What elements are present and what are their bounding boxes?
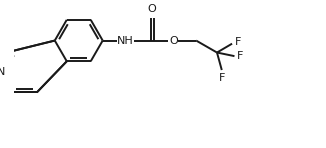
Text: O: O xyxy=(148,4,156,14)
Text: F: F xyxy=(237,51,244,61)
Text: N: N xyxy=(0,67,5,77)
Text: NH: NH xyxy=(117,36,134,46)
Text: O: O xyxy=(169,36,178,46)
Text: F: F xyxy=(235,37,241,47)
Text: F: F xyxy=(219,73,225,83)
